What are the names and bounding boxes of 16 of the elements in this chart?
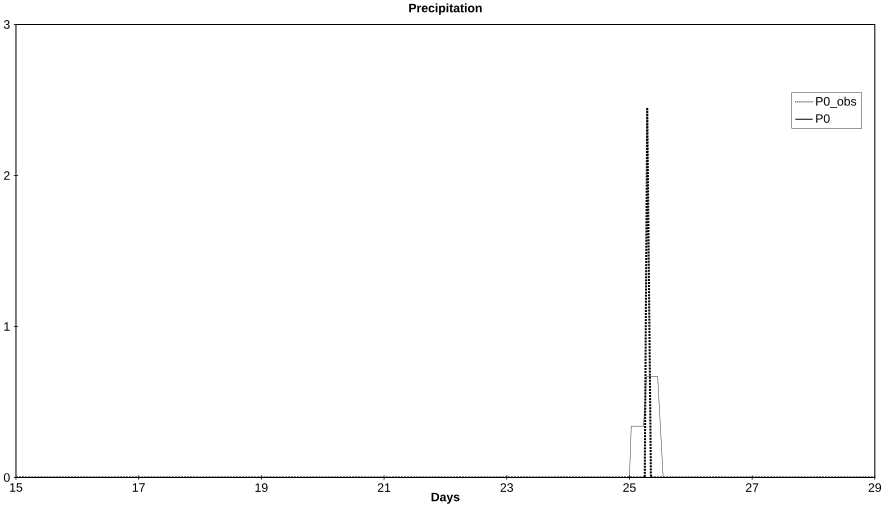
x-tick-label: 29 — [868, 483, 882, 492]
y-tick-label: 3 — [4, 20, 10, 29]
x-tick-label: 27 — [746, 483, 758, 492]
x-tick-label: 15 — [10, 483, 22, 492]
legend-label: P0 — [816, 114, 830, 123]
legend-label: P0_obs — [816, 96, 856, 108]
x-tick-label: 19 — [255, 483, 268, 492]
y-tick-label: 2 — [4, 171, 10, 180]
y-tick-label: 0 — [4, 473, 10, 482]
x-axis-title: Days — [432, 492, 460, 504]
chart-title: Precipitation — [409, 3, 482, 15]
x-tick-label: 23 — [500, 483, 513, 492]
x-tick-label: 21 — [378, 483, 390, 492]
x-tick-label: 17 — [132, 483, 145, 492]
y-tick-label: 1 — [4, 322, 10, 331]
x-tick-label: 25 — [623, 483, 636, 492]
